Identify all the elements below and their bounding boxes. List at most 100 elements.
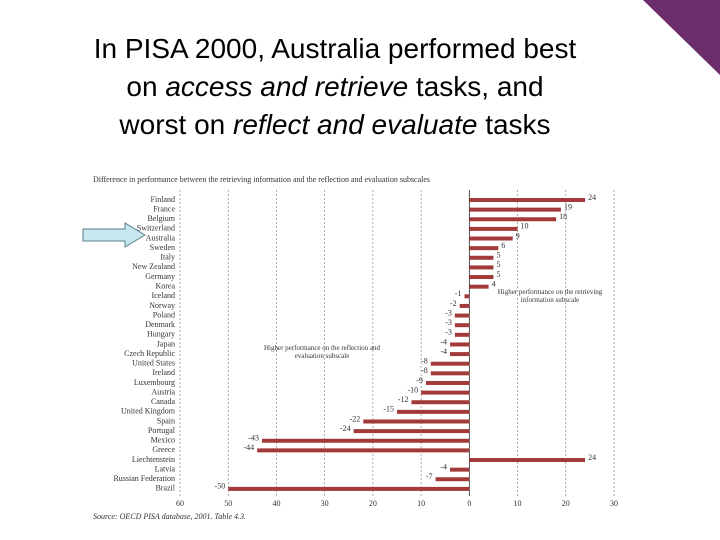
title-text: reflect and evaluate (233, 109, 478, 140)
value-label: -24 (340, 424, 351, 433)
value-label: -15 (383, 405, 394, 414)
y-tick-label: Australia (146, 233, 176, 242)
bar (397, 409, 470, 414)
value-label: -50 (215, 482, 226, 491)
x-tick-label: 30 (610, 499, 618, 508)
bar (469, 275, 494, 280)
y-tick-label: Russian Federation (113, 474, 175, 483)
bar (469, 198, 586, 202)
bar (469, 284, 489, 289)
x-tick-label: 40 (272, 499, 280, 508)
x-tick-label: 30 (321, 499, 329, 508)
value-label: -3 (445, 328, 452, 337)
y-tick-label: Mexico (151, 436, 175, 445)
value-label: -1 (455, 289, 462, 298)
bar (261, 438, 470, 443)
bar (454, 323, 470, 328)
bar (363, 419, 470, 424)
y-tick-label: Iceland (151, 291, 175, 300)
bar (469, 226, 518, 231)
y-tick-label: Poland (153, 310, 175, 319)
value-label: -8 (421, 357, 428, 366)
y-tick-label: Luxembourg (134, 378, 175, 387)
value-label: -43 (248, 434, 259, 443)
slide-title: In PISA 2000, Australia performed best on… (0, 30, 670, 144)
value-label: -7 (426, 472, 433, 481)
annotation: Higher performance on the retrieving inf… (497, 288, 603, 304)
value-label: 10 (521, 222, 529, 231)
value-label: 5 (496, 251, 500, 260)
bar (430, 371, 470, 376)
y-tick-label: Ireland (152, 368, 175, 377)
x-tick-label: 0 (467, 499, 471, 508)
x-tick-label: 10 (417, 499, 425, 508)
title-text: tasks, and (408, 71, 544, 102)
bar (228, 486, 470, 491)
title-text: access and retrieve (165, 71, 409, 102)
x-tick-label: 20 (562, 499, 570, 508)
value-label: 18 (559, 212, 567, 221)
corner-decoration (643, 0, 720, 75)
bar (435, 477, 470, 482)
bar (450, 342, 470, 347)
value-label: 5 (496, 260, 500, 269)
y-tick-label: France (153, 204, 175, 213)
value-label: -4 (440, 347, 447, 356)
value-label: 6 (501, 241, 505, 250)
title-text: tasks (477, 109, 551, 140)
bar (450, 467, 470, 472)
chart-title: Difference in performance between the re… (93, 175, 430, 184)
annotation-box: Higher performance on the retrieving inf… (497, 288, 603, 304)
value-label: -44 (243, 443, 254, 452)
y-tick-label: Norway (149, 301, 175, 310)
y-tick-label: Korea (155, 281, 175, 290)
y-tick-label: United Kingdom (121, 407, 176, 416)
value-label: -2 (450, 299, 457, 308)
title-line: worst on reflect and evaluate tasks (0, 106, 670, 144)
value-label: -3 (445, 308, 452, 317)
x-tick-label: 10 (514, 499, 522, 508)
value-label: -4 (440, 462, 447, 471)
y-tick-label: Germany (145, 272, 175, 281)
bar (469, 255, 494, 260)
bar (469, 217, 557, 222)
y-tick-label: Canada (151, 397, 175, 406)
value-label: 9 (516, 231, 520, 240)
annotation: Higher performance on the reflection and… (263, 344, 381, 360)
annotation-box: Higher performance on the reflection and… (263, 344, 381, 360)
source-note: Source: OECD PISA database, 2001. Table … (93, 512, 246, 521)
value-label: -12 (398, 395, 409, 404)
bar (425, 380, 470, 385)
value-label: 24 (588, 453, 596, 462)
y-tick-label: New Zealand (132, 262, 175, 271)
value-label: 24 (588, 193, 596, 202)
value-label: -22 (350, 414, 361, 423)
y-tick-label: Hungary (147, 330, 175, 339)
title-line: In PISA 2000, Australia performed best (0, 30, 670, 68)
x-tick-label: 50 (224, 499, 232, 508)
bar (430, 361, 470, 366)
y-tick-label: United States (132, 359, 175, 368)
pointer-arrow (82, 222, 146, 248)
bar (469, 458, 586, 463)
bar (459, 303, 470, 308)
bar (257, 448, 470, 453)
value-label: -4 (440, 337, 447, 346)
value-label: 4 (492, 279, 496, 288)
y-tick-label: Sweden (150, 243, 175, 252)
title-text: In PISA 2000, Australia performed best (93, 33, 577, 64)
x-tick-label: 20 (369, 499, 377, 508)
bar (464, 294, 470, 299)
y-tick-label: Brazil (155, 484, 175, 493)
y-tick-label: Austria (151, 387, 175, 396)
value-label: 19 (564, 202, 572, 211)
bar (469, 236, 513, 241)
bar (469, 207, 561, 212)
y-tick-label: Finland (151, 195, 175, 204)
title-line: on access and retrieve tasks, and (0, 68, 670, 106)
bar (469, 265, 494, 270)
y-tick-label: Denmark (145, 320, 175, 329)
title-text: worst on (119, 109, 234, 140)
y-tick-label: Japan (157, 339, 175, 348)
